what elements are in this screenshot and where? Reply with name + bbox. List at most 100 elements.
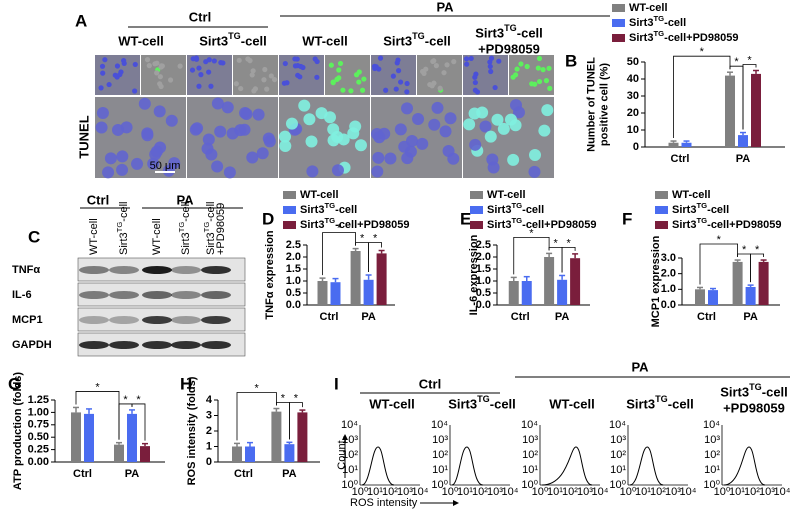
significance-bracket <box>673 55 731 139</box>
cell <box>361 76 367 82</box>
cell <box>112 72 118 78</box>
cell <box>518 61 524 67</box>
bar <box>330 282 341 305</box>
blot-band <box>171 266 201 274</box>
significance-bracket <box>561 247 576 273</box>
bar <box>708 290 718 305</box>
cell <box>282 60 288 67</box>
flow-y-tick-label: 10² <box>610 449 626 461</box>
bar <box>376 253 387 305</box>
cell <box>348 88 354 94</box>
legend-label: Sirt3TG-cell <box>487 201 544 216</box>
cell <box>536 55 543 62</box>
cell <box>377 55 384 61</box>
bar <box>521 281 532 305</box>
legend-label: WT-cell <box>487 189 526 201</box>
legend-label: Sirt3TG-cell <box>672 201 729 216</box>
cell <box>373 64 379 70</box>
flow-y-tick-label: 10⁴ <box>609 419 626 431</box>
x-tick-label: Ctrl <box>73 468 92 480</box>
cell <box>221 101 234 114</box>
cell <box>99 63 106 69</box>
flow-histogram <box>451 446 483 486</box>
cell <box>349 120 362 133</box>
flow-x-tick-label: 10⁰ <box>352 486 369 498</box>
cell <box>474 89 481 95</box>
column-header: +PD98059 <box>723 400 785 415</box>
legend-swatch <box>612 19 625 27</box>
cell <box>431 80 437 86</box>
cell <box>252 108 265 121</box>
significance-label: * <box>717 234 722 246</box>
cell <box>102 57 108 63</box>
y-tick-label: 1.5 <box>286 263 301 275</box>
y-tick-label: 0.5 <box>476 287 491 299</box>
legend-swatch <box>655 221 668 229</box>
column-header: Sirt3TG-cell <box>199 31 267 48</box>
flow-x-tick-label: 10¹ <box>729 486 745 498</box>
flow-y-tick-label: 10¹ <box>704 464 720 476</box>
y-axis-label: TNFα expression <box>264 230 276 320</box>
cell <box>540 66 546 73</box>
column-header: Sirt3TG-cell <box>448 394 516 411</box>
bar <box>232 446 242 462</box>
group-header: PA <box>631 359 649 374</box>
cell <box>150 145 163 158</box>
cell <box>331 164 344 177</box>
flow-histogram <box>723 446 766 486</box>
column-header: Sirt3TG-cell <box>720 382 788 399</box>
bar <box>738 135 748 147</box>
blot-row-label: MCP1 <box>12 314 43 326</box>
flow-y-tick-label: 10² <box>522 449 538 461</box>
bar <box>114 444 124 462</box>
group-header: Ctrl <box>87 192 109 207</box>
legend-swatch <box>612 34 625 42</box>
cell <box>218 60 224 66</box>
cell <box>337 60 344 67</box>
cell <box>427 81 433 88</box>
blot-row-label: IL-6 <box>12 289 32 301</box>
flow-x-tick-label: 10⁰ <box>442 486 459 498</box>
cell <box>114 63 121 69</box>
significance-label: * <box>255 382 260 394</box>
y-tick-label: 10 <box>627 124 639 136</box>
group-header: PA <box>436 0 454 14</box>
flow-y-label: Count <box>336 440 348 469</box>
cell <box>378 127 391 140</box>
cell <box>469 138 482 151</box>
cell <box>249 72 255 78</box>
cell <box>300 64 306 71</box>
cell <box>336 75 342 81</box>
significance-bracket <box>750 253 764 283</box>
cell <box>473 71 479 77</box>
cell <box>504 113 517 126</box>
flow-y-tick-label: 10³ <box>432 434 448 446</box>
legend-label: Sirt3TG-cell+PD98059 <box>487 216 596 231</box>
bar <box>570 258 581 305</box>
blot-band <box>79 341 109 349</box>
lane-label: Sirt3TG-cell <box>202 202 217 255</box>
legend-label: WT-cell <box>672 189 711 201</box>
cell <box>394 123 407 136</box>
cell <box>487 63 493 70</box>
bar <box>127 413 137 462</box>
significance-label: * <box>700 46 705 58</box>
cell <box>168 157 181 170</box>
cell <box>492 84 498 91</box>
legend-label: Sirt3TG-cell <box>300 201 357 216</box>
lane-label: Sirt3TG-cell <box>115 202 130 255</box>
y-tick-label: 1.0 <box>286 275 301 287</box>
bar <box>668 142 679 147</box>
cell <box>279 130 292 143</box>
cell <box>328 62 334 68</box>
column-header: WT-cell <box>549 396 595 411</box>
cell <box>314 74 320 80</box>
y-axis-label: ROS intensity (folds) <box>186 376 198 485</box>
y-axis-label: positive cell (%) <box>598 63 610 146</box>
significance-label: * <box>566 237 571 249</box>
cell <box>393 86 399 92</box>
significance-bracket <box>699 243 738 285</box>
cell <box>167 77 174 83</box>
y-tick-label: 0.50 <box>28 431 49 443</box>
cell <box>547 85 553 91</box>
